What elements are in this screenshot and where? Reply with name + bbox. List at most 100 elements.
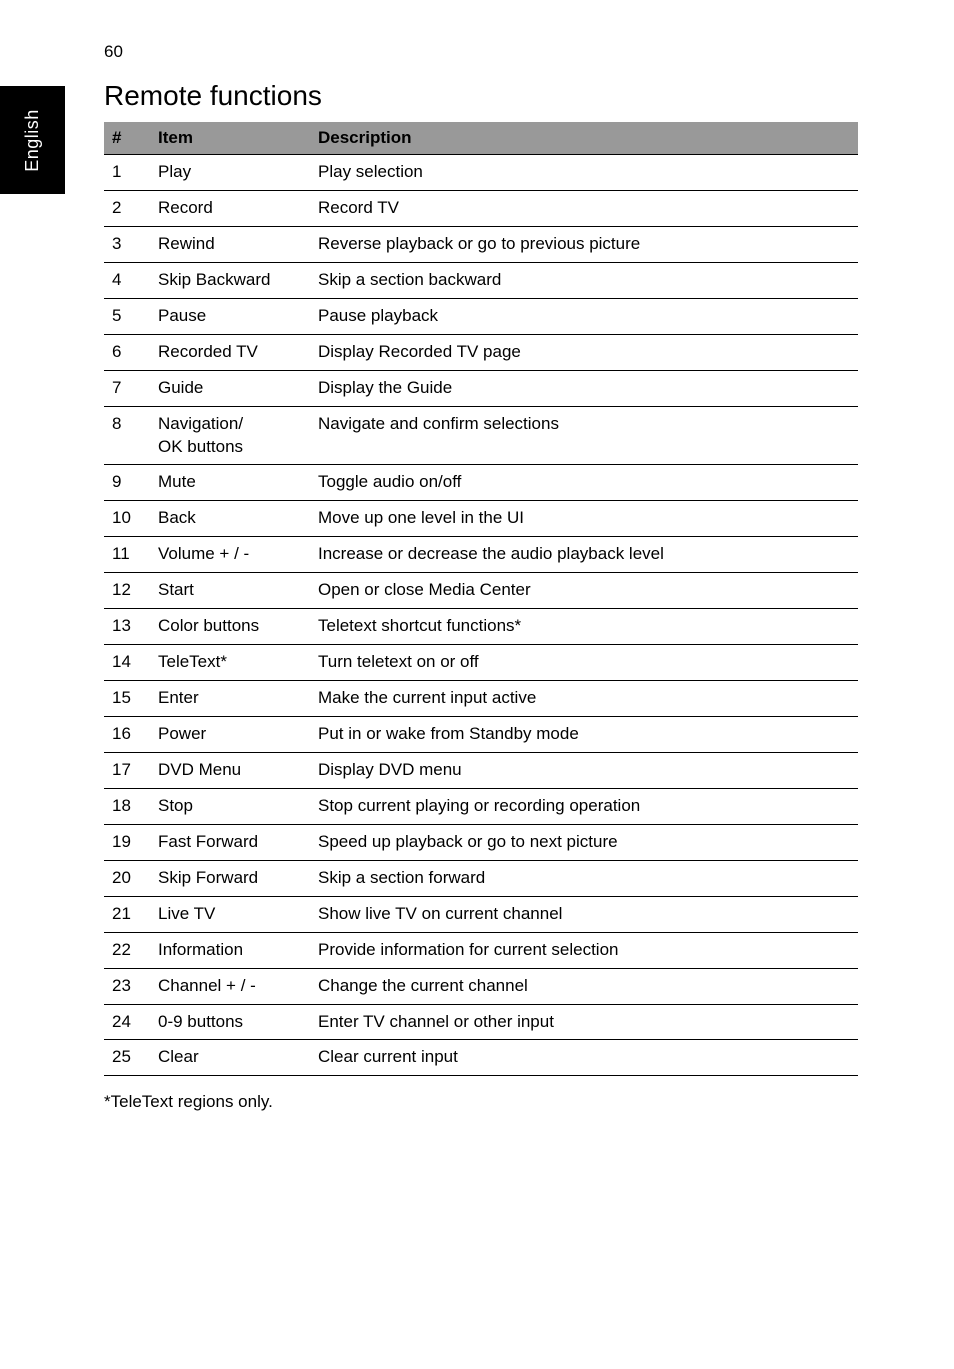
col-header-num: # bbox=[104, 122, 150, 155]
cell-item: Start bbox=[150, 573, 310, 609]
cell-desc: Record TV bbox=[310, 190, 858, 226]
table-row: 2RecordRecord TV bbox=[104, 190, 858, 226]
page-title: Remote functions bbox=[104, 80, 858, 112]
table-row: 4Skip BackwardSkip a section backward bbox=[104, 262, 858, 298]
cell-item: Play bbox=[150, 155, 310, 191]
cell-desc: Clear current input bbox=[310, 1040, 858, 1076]
table-row: 18StopStop current playing or recording … bbox=[104, 788, 858, 824]
table-row: 5PausePause playback bbox=[104, 298, 858, 334]
cell-num: 23 bbox=[104, 968, 150, 1004]
cell-num: 7 bbox=[104, 370, 150, 406]
cell-num: 21 bbox=[104, 896, 150, 932]
table-row: 20Skip ForwardSkip a section forward bbox=[104, 860, 858, 896]
cell-num: 5 bbox=[104, 298, 150, 334]
cell-desc: Put in or wake from Standby mode bbox=[310, 717, 858, 753]
cell-desc: Pause playback bbox=[310, 298, 858, 334]
cell-num: 4 bbox=[104, 262, 150, 298]
page: 60 English Remote functions # Item Descr… bbox=[0, 0, 954, 1369]
language-tab-label: English bbox=[22, 109, 43, 172]
cell-item: Skip Backward bbox=[150, 262, 310, 298]
cell-num: 19 bbox=[104, 824, 150, 860]
table-row: 8Navigation/OK buttonsNavigate and confi… bbox=[104, 406, 858, 465]
cell-item: Power bbox=[150, 717, 310, 753]
cell-item: Rewind bbox=[150, 226, 310, 262]
table-row: 25ClearClear current input bbox=[104, 1040, 858, 1076]
cell-num: 16 bbox=[104, 717, 150, 753]
cell-desc: Display DVD menu bbox=[310, 752, 858, 788]
cell-desc: Reverse playback or go to previous pictu… bbox=[310, 226, 858, 262]
cell-num: 2 bbox=[104, 190, 150, 226]
cell-desc: Speed up playback or go to next picture bbox=[310, 824, 858, 860]
cell-desc: Move up one level in the UI bbox=[310, 501, 858, 537]
cell-item: Clear bbox=[150, 1040, 310, 1076]
cell-num: 8 bbox=[104, 406, 150, 465]
table-body: 1PlayPlay selection2RecordRecord TV3Rewi… bbox=[104, 155, 858, 1076]
cell-num: 13 bbox=[104, 609, 150, 645]
cell-item: Back bbox=[150, 501, 310, 537]
table-header-row: # Item Description bbox=[104, 122, 858, 155]
table-row: 22InformationProvide information for cur… bbox=[104, 932, 858, 968]
cell-num: 18 bbox=[104, 788, 150, 824]
cell-desc: Play selection bbox=[310, 155, 858, 191]
table-row: 1PlayPlay selection bbox=[104, 155, 858, 191]
cell-item: Guide bbox=[150, 370, 310, 406]
table-row: 11Volume + / -Increase or decrease the a… bbox=[104, 537, 858, 573]
cell-num: 10 bbox=[104, 501, 150, 537]
remote-functions-table: # Item Description 1PlayPlay selection2R… bbox=[104, 122, 858, 1076]
table-row: 6Recorded TVDisplay Recorded TV page bbox=[104, 334, 858, 370]
table-row: 16PowerPut in or wake from Standby mode bbox=[104, 717, 858, 753]
cell-item: Live TV bbox=[150, 896, 310, 932]
cell-desc: Skip a section backward bbox=[310, 262, 858, 298]
page-number: 60 bbox=[104, 42, 858, 62]
cell-num: 9 bbox=[104, 465, 150, 501]
cell-num: 12 bbox=[104, 573, 150, 609]
table-row: 9MuteToggle audio on/off bbox=[104, 465, 858, 501]
table-row: 23Channel + / -Change the current channe… bbox=[104, 968, 858, 1004]
cell-item: Pause bbox=[150, 298, 310, 334]
col-header-desc: Description bbox=[310, 122, 858, 155]
cell-num: 25 bbox=[104, 1040, 150, 1076]
col-header-item: Item bbox=[150, 122, 310, 155]
cell-item: Channel + / - bbox=[150, 968, 310, 1004]
cell-item: Skip Forward bbox=[150, 860, 310, 896]
cell-desc: Change the current channel bbox=[310, 968, 858, 1004]
cell-desc: Toggle audio on/off bbox=[310, 465, 858, 501]
table-row: 14TeleText*Turn teletext on or off bbox=[104, 645, 858, 681]
cell-item: Information bbox=[150, 932, 310, 968]
cell-desc: Teletext shortcut functions* bbox=[310, 609, 858, 645]
cell-item: Recorded TV bbox=[150, 334, 310, 370]
table-row: 240-9 buttonsEnter TV channel or other i… bbox=[104, 1004, 858, 1040]
cell-item: DVD Menu bbox=[150, 752, 310, 788]
cell-desc: Increase or decrease the audio playback … bbox=[310, 537, 858, 573]
table-row: 13Color buttonsTeletext shortcut functio… bbox=[104, 609, 858, 645]
cell-num: 22 bbox=[104, 932, 150, 968]
cell-desc: Navigate and confirm selections bbox=[310, 406, 858, 465]
table-row: 17DVD MenuDisplay DVD menu bbox=[104, 752, 858, 788]
cell-item: Fast Forward bbox=[150, 824, 310, 860]
cell-item: Volume + / - bbox=[150, 537, 310, 573]
cell-num: 24 bbox=[104, 1004, 150, 1040]
cell-num: 11 bbox=[104, 537, 150, 573]
cell-item: Color buttons bbox=[150, 609, 310, 645]
cell-desc: Turn teletext on or off bbox=[310, 645, 858, 681]
cell-desc: Make the current input active bbox=[310, 681, 858, 717]
cell-item: Enter bbox=[150, 681, 310, 717]
cell-num: 20 bbox=[104, 860, 150, 896]
cell-desc: Display Recorded TV page bbox=[310, 334, 858, 370]
table-row: 7GuideDisplay the Guide bbox=[104, 370, 858, 406]
cell-desc: Provide information for current selectio… bbox=[310, 932, 858, 968]
table-row: 19Fast ForwardSpeed up playback or go to… bbox=[104, 824, 858, 860]
table-row: 12StartOpen or close Media Center bbox=[104, 573, 858, 609]
footnote: *TeleText regions only. bbox=[104, 1092, 858, 1112]
cell-item: Navigation/OK buttons bbox=[150, 406, 310, 465]
table-row: 10BackMove up one level in the UI bbox=[104, 501, 858, 537]
cell-desc: Open or close Media Center bbox=[310, 573, 858, 609]
cell-desc: Skip a section forward bbox=[310, 860, 858, 896]
cell-num: 1 bbox=[104, 155, 150, 191]
cell-desc: Show live TV on current channel bbox=[310, 896, 858, 932]
cell-item: Stop bbox=[150, 788, 310, 824]
cell-num: 14 bbox=[104, 645, 150, 681]
cell-desc: Display the Guide bbox=[310, 370, 858, 406]
cell-desc: Stop current playing or recording operat… bbox=[310, 788, 858, 824]
cell-num: 3 bbox=[104, 226, 150, 262]
